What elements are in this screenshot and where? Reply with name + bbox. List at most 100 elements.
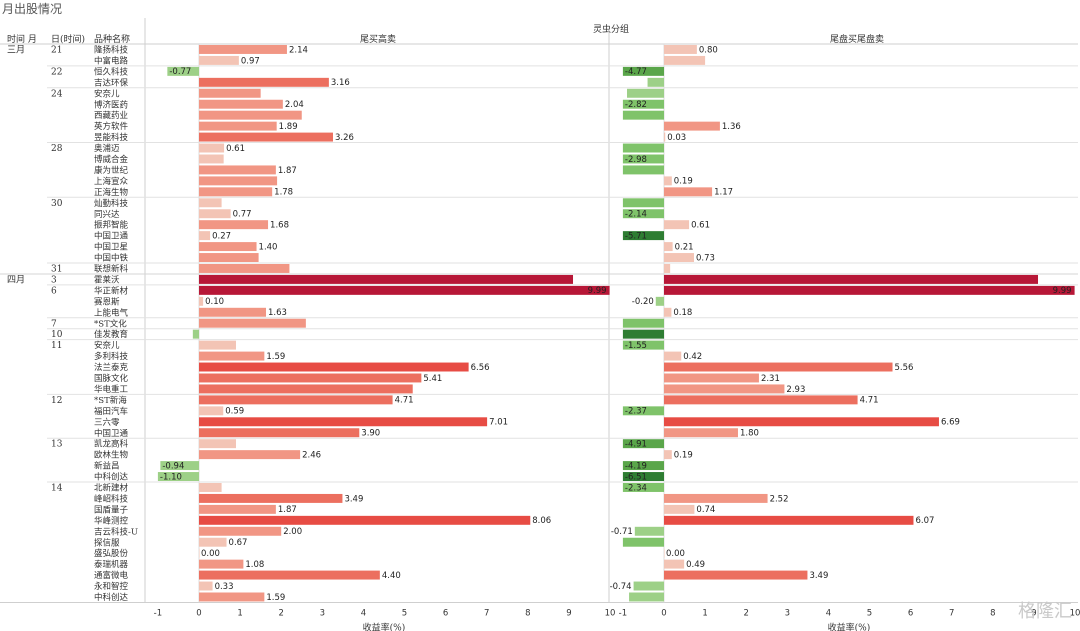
bar bbox=[622, 461, 664, 471]
data-label: 9.99 bbox=[1053, 286, 1072, 296]
bar bbox=[664, 285, 1075, 295]
bar bbox=[622, 318, 664, 328]
data-label: 8.06 bbox=[532, 516, 551, 526]
stock-name: 新益昌 bbox=[94, 461, 120, 472]
bar bbox=[664, 187, 713, 197]
stock-name: 中国卫通 bbox=[94, 231, 129, 242]
bar bbox=[199, 55, 239, 65]
data-label: 6.69 bbox=[941, 418, 960, 428]
stock-name: 国脉文化 bbox=[94, 373, 129, 384]
data-label: -4.77 bbox=[625, 67, 647, 77]
bar bbox=[622, 439, 664, 449]
bar bbox=[199, 373, 422, 383]
day-label: 28 bbox=[51, 144, 63, 154]
day-label: 11 bbox=[51, 341, 62, 351]
data-label: 0.19 bbox=[674, 450, 693, 460]
stock-name: 福田汽车 bbox=[94, 406, 128, 417]
data-label: 0.61 bbox=[226, 144, 245, 154]
data-label: 3.49 bbox=[344, 494, 363, 504]
x-tick-label: 4 bbox=[826, 608, 831, 618]
bar bbox=[622, 537, 664, 547]
stock-name: 昱能科技 bbox=[94, 132, 129, 143]
bar bbox=[634, 526, 664, 536]
bar bbox=[199, 559, 244, 569]
stock-name: 上能电气 bbox=[94, 307, 129, 318]
data-label: 3.16 bbox=[331, 78, 350, 88]
data-label: 0.97 bbox=[241, 56, 260, 66]
data-label: 5.56 bbox=[895, 363, 914, 373]
bar bbox=[199, 132, 333, 142]
header-group: 灵虫分组 bbox=[593, 25, 630, 35]
bar bbox=[664, 428, 738, 438]
stock-name: 吉云科技-U bbox=[94, 526, 138, 537]
stock-name: 通富微电 bbox=[94, 570, 129, 581]
stock-name: 凯龙高科 bbox=[94, 439, 129, 450]
stock-name: 华峰测控 bbox=[94, 515, 129, 526]
bar bbox=[664, 351, 682, 361]
data-label: 0.73 bbox=[696, 253, 715, 263]
stock-name: 欧林生物 bbox=[94, 450, 129, 461]
x-axis-label: 收益率(%) bbox=[363, 621, 406, 631]
bar bbox=[664, 176, 672, 186]
bar bbox=[664, 253, 695, 262]
data-label: 3.90 bbox=[361, 429, 380, 439]
bar bbox=[664, 570, 808, 580]
data-label: 0.80 bbox=[699, 45, 718, 55]
x-tick-label: 3 bbox=[320, 608, 325, 618]
day-label: 7 bbox=[51, 319, 57, 329]
day-label: 30 bbox=[51, 199, 63, 209]
data-label: 0.00 bbox=[666, 549, 685, 559]
data-label: 1.68 bbox=[270, 221, 289, 231]
bar bbox=[199, 198, 222, 208]
data-label: 1.40 bbox=[259, 242, 278, 252]
data-label: 4.71 bbox=[860, 396, 879, 406]
bar bbox=[199, 340, 236, 350]
bar bbox=[664, 307, 672, 317]
panel-title-2: 尾盘买尾盘卖 bbox=[830, 35, 885, 45]
stock-name: 灿勤科技 bbox=[94, 198, 129, 209]
data-label: 0.27 bbox=[212, 231, 231, 241]
bar bbox=[199, 384, 413, 394]
bar bbox=[199, 483, 222, 492]
bar bbox=[664, 45, 697, 54]
day-label: 22 bbox=[51, 67, 62, 77]
page-title: 月出股情况 bbox=[2, 2, 63, 16]
data-label: -2.34 bbox=[625, 483, 647, 493]
bar bbox=[199, 406, 224, 416]
data-label: 1.87 bbox=[278, 166, 297, 176]
data-label: 3.26 bbox=[335, 133, 354, 143]
data-label: 5.41 bbox=[423, 374, 442, 384]
bar bbox=[622, 209, 664, 219]
x-axis-label: 收益率(%) bbox=[828, 621, 871, 631]
data-label: 2.52 bbox=[770, 494, 789, 504]
bar bbox=[622, 66, 664, 76]
bar bbox=[622, 231, 664, 241]
day-label: 3 bbox=[51, 275, 57, 285]
stock-name: 永和智控 bbox=[94, 581, 129, 592]
bar bbox=[199, 570, 380, 580]
data-label: 1.08 bbox=[245, 560, 264, 570]
data-label: 0.03 bbox=[667, 133, 686, 143]
stock-name: 华正新材 bbox=[94, 285, 129, 296]
data-label: 0.67 bbox=[229, 538, 248, 548]
stock-name: 吉达环保 bbox=[94, 77, 129, 88]
bar bbox=[199, 242, 257, 252]
stock-name: 佳发教育 bbox=[94, 329, 128, 340]
x-tick-label: 2 bbox=[278, 608, 283, 618]
stock-name: 华电重工 bbox=[94, 384, 129, 395]
bar bbox=[664, 362, 893, 372]
stock-name: 博威合金 bbox=[94, 154, 129, 165]
bar bbox=[664, 373, 759, 383]
day-label: 21 bbox=[51, 46, 62, 56]
data-label: -2.14 bbox=[625, 210, 647, 220]
stock-name: 奥浦迈 bbox=[94, 143, 120, 154]
day-label: 13 bbox=[51, 440, 63, 450]
bar bbox=[664, 55, 706, 65]
bar bbox=[199, 395, 393, 405]
bar bbox=[622, 340, 664, 350]
data-label: 1.36 bbox=[722, 122, 741, 132]
bar bbox=[199, 318, 306, 328]
bar bbox=[199, 121, 277, 131]
bar bbox=[199, 537, 227, 547]
bar bbox=[199, 439, 236, 449]
